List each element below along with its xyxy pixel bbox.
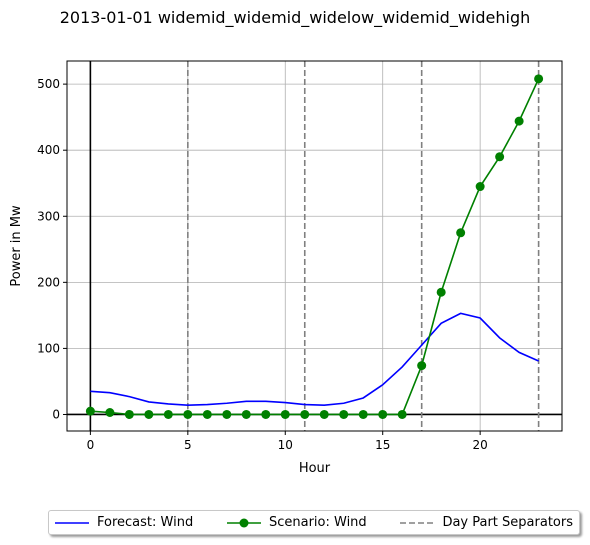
scenario-data-point xyxy=(85,406,95,416)
scenario-data-point xyxy=(300,409,310,419)
scenario-data-point xyxy=(319,409,329,419)
legend-swatch-forecast xyxy=(55,521,89,524)
y-tick-label: 200 xyxy=(37,275,60,289)
y-tick-label: 300 xyxy=(37,209,60,223)
series-line-forecast xyxy=(90,312,539,407)
scenario-data-point xyxy=(534,74,544,84)
x-tick-label: 5 xyxy=(184,438,192,452)
scenario-data-point xyxy=(163,409,173,419)
scenario-data-point xyxy=(124,409,134,419)
scenario-data-point xyxy=(475,182,485,192)
legend-label-scenario: Scenario: Wind xyxy=(268,515,367,530)
scenario-data-point xyxy=(339,409,349,419)
legend-label-separators: Day Part Separators xyxy=(442,515,573,530)
plot-frame xyxy=(66,60,563,432)
legend-label-forecast: Forecast: Wind xyxy=(97,515,194,530)
scenario-data-point xyxy=(495,152,505,162)
x-tick-label: 20 xyxy=(473,438,488,452)
scenario-data-point xyxy=(280,409,290,419)
scenario-data-point xyxy=(105,408,115,417)
y-tick-label: 100 xyxy=(37,341,60,355)
scenario-data-point xyxy=(183,409,193,419)
scenario-data-point xyxy=(436,287,446,297)
scenario-data-point xyxy=(261,409,271,419)
y-tick-label: 400 xyxy=(37,143,60,157)
scenario-data-point xyxy=(514,116,524,126)
legend-item-separators: Day Part Separators xyxy=(400,515,573,530)
legend-item-scenario: Scenario: Wind xyxy=(226,515,367,530)
scenario-data-point xyxy=(358,409,368,419)
scenario-data-point xyxy=(222,409,232,419)
scenario-data-point xyxy=(417,361,427,371)
legend-swatch-scenario xyxy=(226,518,261,527)
y-tick-label: 0 xyxy=(52,407,60,421)
y-tick-label: 500 xyxy=(37,77,60,91)
legend: Forecast: Wind Scenario: Wind Day Part S… xyxy=(48,510,580,535)
x-tick-label: 15 xyxy=(375,438,390,452)
scenario-data-point xyxy=(241,409,251,419)
legend-item-forecast: Forecast: Wind xyxy=(55,515,193,530)
scenario-data-point xyxy=(397,409,407,419)
x-tick-label: 10 xyxy=(278,438,293,452)
plot-area xyxy=(67,61,562,431)
legend-swatch-separators xyxy=(400,521,435,524)
y-axis-label: Power in Mw xyxy=(9,205,24,287)
scenario-data-point xyxy=(378,409,388,419)
chart-title: 2013-01-01 widemid_widemid_widelow_widem… xyxy=(59,8,531,27)
x-axis-label: Hour xyxy=(299,461,331,476)
scenario-data-point xyxy=(456,228,466,238)
scenario-data-point xyxy=(202,409,212,419)
x-tick-label: 0 xyxy=(87,438,95,452)
scenario-data-point xyxy=(144,409,154,419)
